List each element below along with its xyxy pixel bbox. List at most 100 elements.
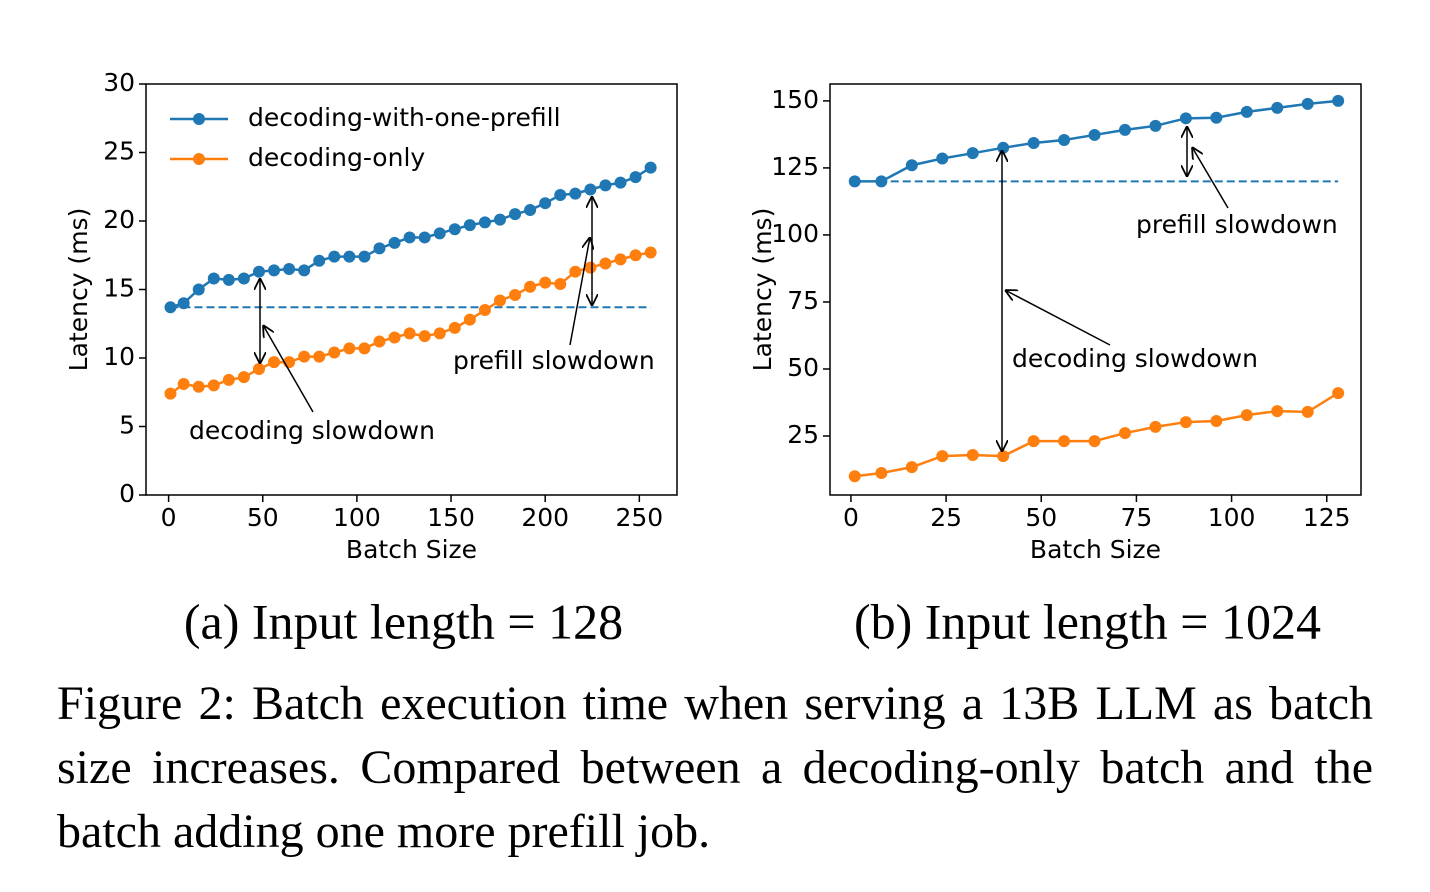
data-point — [358, 342, 371, 355]
y-tick-label: 25 — [787, 420, 819, 449]
x-tick-label: 150 — [427, 503, 475, 532]
data-point — [539, 276, 552, 289]
data-point — [848, 175, 861, 188]
x-tick-label: 50 — [247, 503, 279, 532]
annotation: prefill slowdown — [1136, 210, 1338, 239]
data-point — [1119, 427, 1131, 440]
series-line — [854, 99, 1339, 183]
data-point — [524, 280, 537, 293]
data-point — [629, 249, 642, 262]
y-axis-label: Latency (ms) — [748, 208, 777, 372]
data-point — [1332, 387, 1345, 400]
data-point — [1088, 435, 1101, 448]
data-point — [554, 278, 567, 291]
x-tick-label: 50 — [1025, 503, 1057, 532]
y-axis-label: Latency (ms) — [64, 208, 93, 372]
data-point — [448, 321, 461, 334]
data-point — [373, 335, 386, 348]
y-tick-label: 25 — [103, 137, 135, 166]
y-tick-label: 5 — [119, 411, 135, 440]
data-point — [644, 161, 657, 174]
data-point — [1301, 97, 1314, 110]
data-point — [599, 179, 612, 192]
data-point — [905, 159, 918, 172]
data-point — [1271, 405, 1284, 418]
data-point — [283, 262, 296, 275]
data-point — [936, 450, 949, 463]
data-point — [433, 327, 446, 340]
data-point — [164, 301, 177, 314]
data-point — [418, 330, 431, 343]
data-point — [237, 272, 250, 285]
annotation-pointer — [1005, 290, 1111, 346]
axes-frame — [829, 83, 1362, 496]
legend-label: decoding-with-one-prefill — [248, 103, 561, 132]
data-point — [268, 356, 281, 369]
data-point — [629, 171, 642, 184]
data-point — [1271, 101, 1284, 114]
annotation-pointer — [569, 237, 590, 346]
y-tick-label: 100 — [771, 219, 819, 248]
data-point — [177, 378, 190, 391]
data-point — [1179, 416, 1192, 429]
data-point — [848, 470, 861, 483]
data-point — [1119, 123, 1131, 136]
data-point — [388, 236, 401, 249]
data-point — [463, 313, 476, 326]
x-tick-label: 0 — [843, 503, 859, 532]
data-point — [328, 250, 341, 263]
x-tick-label: 250 — [615, 503, 663, 532]
annotation: decoding slowdown — [189, 416, 435, 445]
data-point — [298, 264, 311, 277]
data-point — [1027, 435, 1040, 448]
data-point — [584, 261, 597, 274]
data-point — [207, 379, 220, 392]
data-point — [1210, 415, 1223, 428]
data-point — [569, 187, 582, 200]
data-point — [478, 304, 491, 317]
data-point — [524, 204, 537, 217]
y-tick-label: 20 — [103, 205, 135, 234]
data-point — [478, 216, 491, 229]
y-tick-label: 0 — [119, 479, 135, 508]
data-point — [207, 272, 220, 285]
subcaption: (b) Input length = 1024 — [854, 593, 1321, 649]
x-tick-label: 100 — [333, 503, 381, 532]
data-point — [875, 467, 888, 480]
data-point — [403, 231, 416, 244]
annotation-pointer — [263, 325, 314, 413]
y-tick-label: 125 — [771, 152, 819, 181]
legend-marker — [193, 153, 205, 165]
data-point — [1240, 409, 1253, 422]
data-point — [569, 265, 582, 278]
annotation-pointer — [1192, 147, 1229, 209]
data-point — [222, 273, 235, 286]
data-point — [599, 257, 612, 270]
data-point — [1332, 94, 1345, 107]
data-point — [237, 371, 250, 384]
data-point — [1058, 435, 1071, 448]
data-point — [997, 141, 1010, 154]
data-point — [1301, 405, 1314, 418]
annotation: decoding slowdown — [1012, 344, 1258, 373]
data-point — [222, 373, 235, 386]
data-point — [164, 387, 177, 400]
data-point — [343, 250, 356, 263]
data-point — [1149, 420, 1162, 433]
data-point — [494, 294, 506, 307]
subcaption: (a) Input length = 128 — [184, 593, 623, 649]
annotation: prefill slowdown — [453, 346, 655, 375]
data-point — [358, 250, 371, 263]
y-tick-label: 10 — [103, 342, 135, 371]
data-point — [539, 197, 552, 210]
x-tick-label: 25 — [930, 503, 962, 532]
data-point — [936, 152, 949, 165]
y-tick-label: 75 — [787, 286, 819, 315]
data-point — [509, 288, 522, 301]
data-point — [1088, 128, 1101, 141]
data-point — [313, 350, 326, 363]
data-point — [905, 461, 918, 474]
data-point — [192, 283, 205, 296]
